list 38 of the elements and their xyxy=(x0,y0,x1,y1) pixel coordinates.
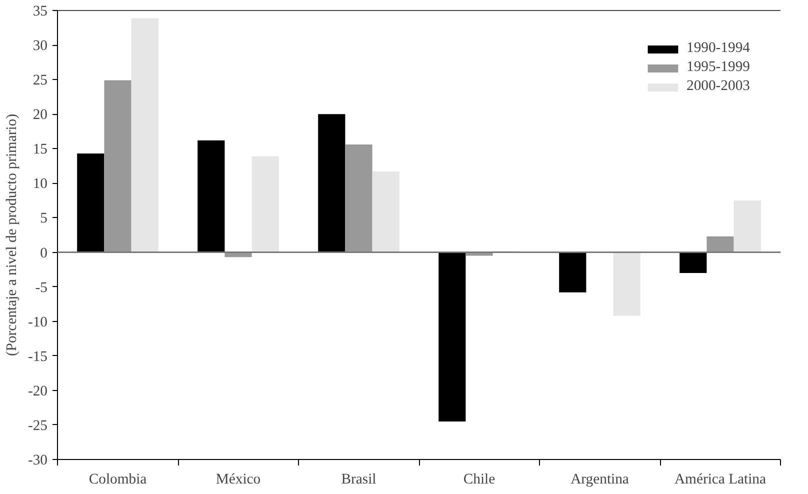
bar xyxy=(438,252,466,422)
legend-label: 1990-1994 xyxy=(686,40,750,57)
x-tick-label: Brasil xyxy=(341,472,376,488)
legend-label: 2000-2003 xyxy=(686,78,750,95)
bar xyxy=(559,252,586,292)
y-tick-label: 10 xyxy=(32,176,48,192)
y-tick-label: 30 xyxy=(32,38,48,54)
bar xyxy=(706,236,734,252)
y-tick-label: 5 xyxy=(40,210,48,227)
bar xyxy=(131,18,158,252)
bar xyxy=(680,252,707,273)
y-tick-label: -25 xyxy=(28,418,48,434)
bar xyxy=(372,171,400,252)
y-tick-label: -15 xyxy=(28,348,48,365)
x-tick-label: Chile xyxy=(463,472,496,488)
y-tick-label: 35 xyxy=(32,4,48,20)
y-tick-label: -10 xyxy=(28,314,48,330)
y-tick-label: 20 xyxy=(32,107,48,124)
bar xyxy=(252,156,279,252)
bar xyxy=(104,80,132,252)
y-tick-label: 0 xyxy=(40,245,48,262)
y-tick-label: 15 xyxy=(32,142,48,158)
x-tick-label: América Latina xyxy=(674,472,767,488)
bar xyxy=(734,200,761,252)
y-tick-label: -5 xyxy=(35,280,48,296)
bar xyxy=(77,153,104,252)
y-tick-label: -20 xyxy=(28,383,48,400)
x-tick-label: Colombia xyxy=(88,472,148,488)
y-axis-title: (Porcentaje a nivel de producto primario) xyxy=(4,114,20,356)
bar xyxy=(318,114,346,252)
legend-label: 1995-1999 xyxy=(686,59,750,76)
y-tick-label: 25 xyxy=(32,72,48,89)
bar xyxy=(198,140,225,252)
bar xyxy=(613,252,640,316)
x-tick-label: México xyxy=(216,472,261,488)
x-tick-label: Argentina xyxy=(570,472,630,488)
bar xyxy=(345,144,372,252)
y-tick-label: -30 xyxy=(28,452,48,468)
